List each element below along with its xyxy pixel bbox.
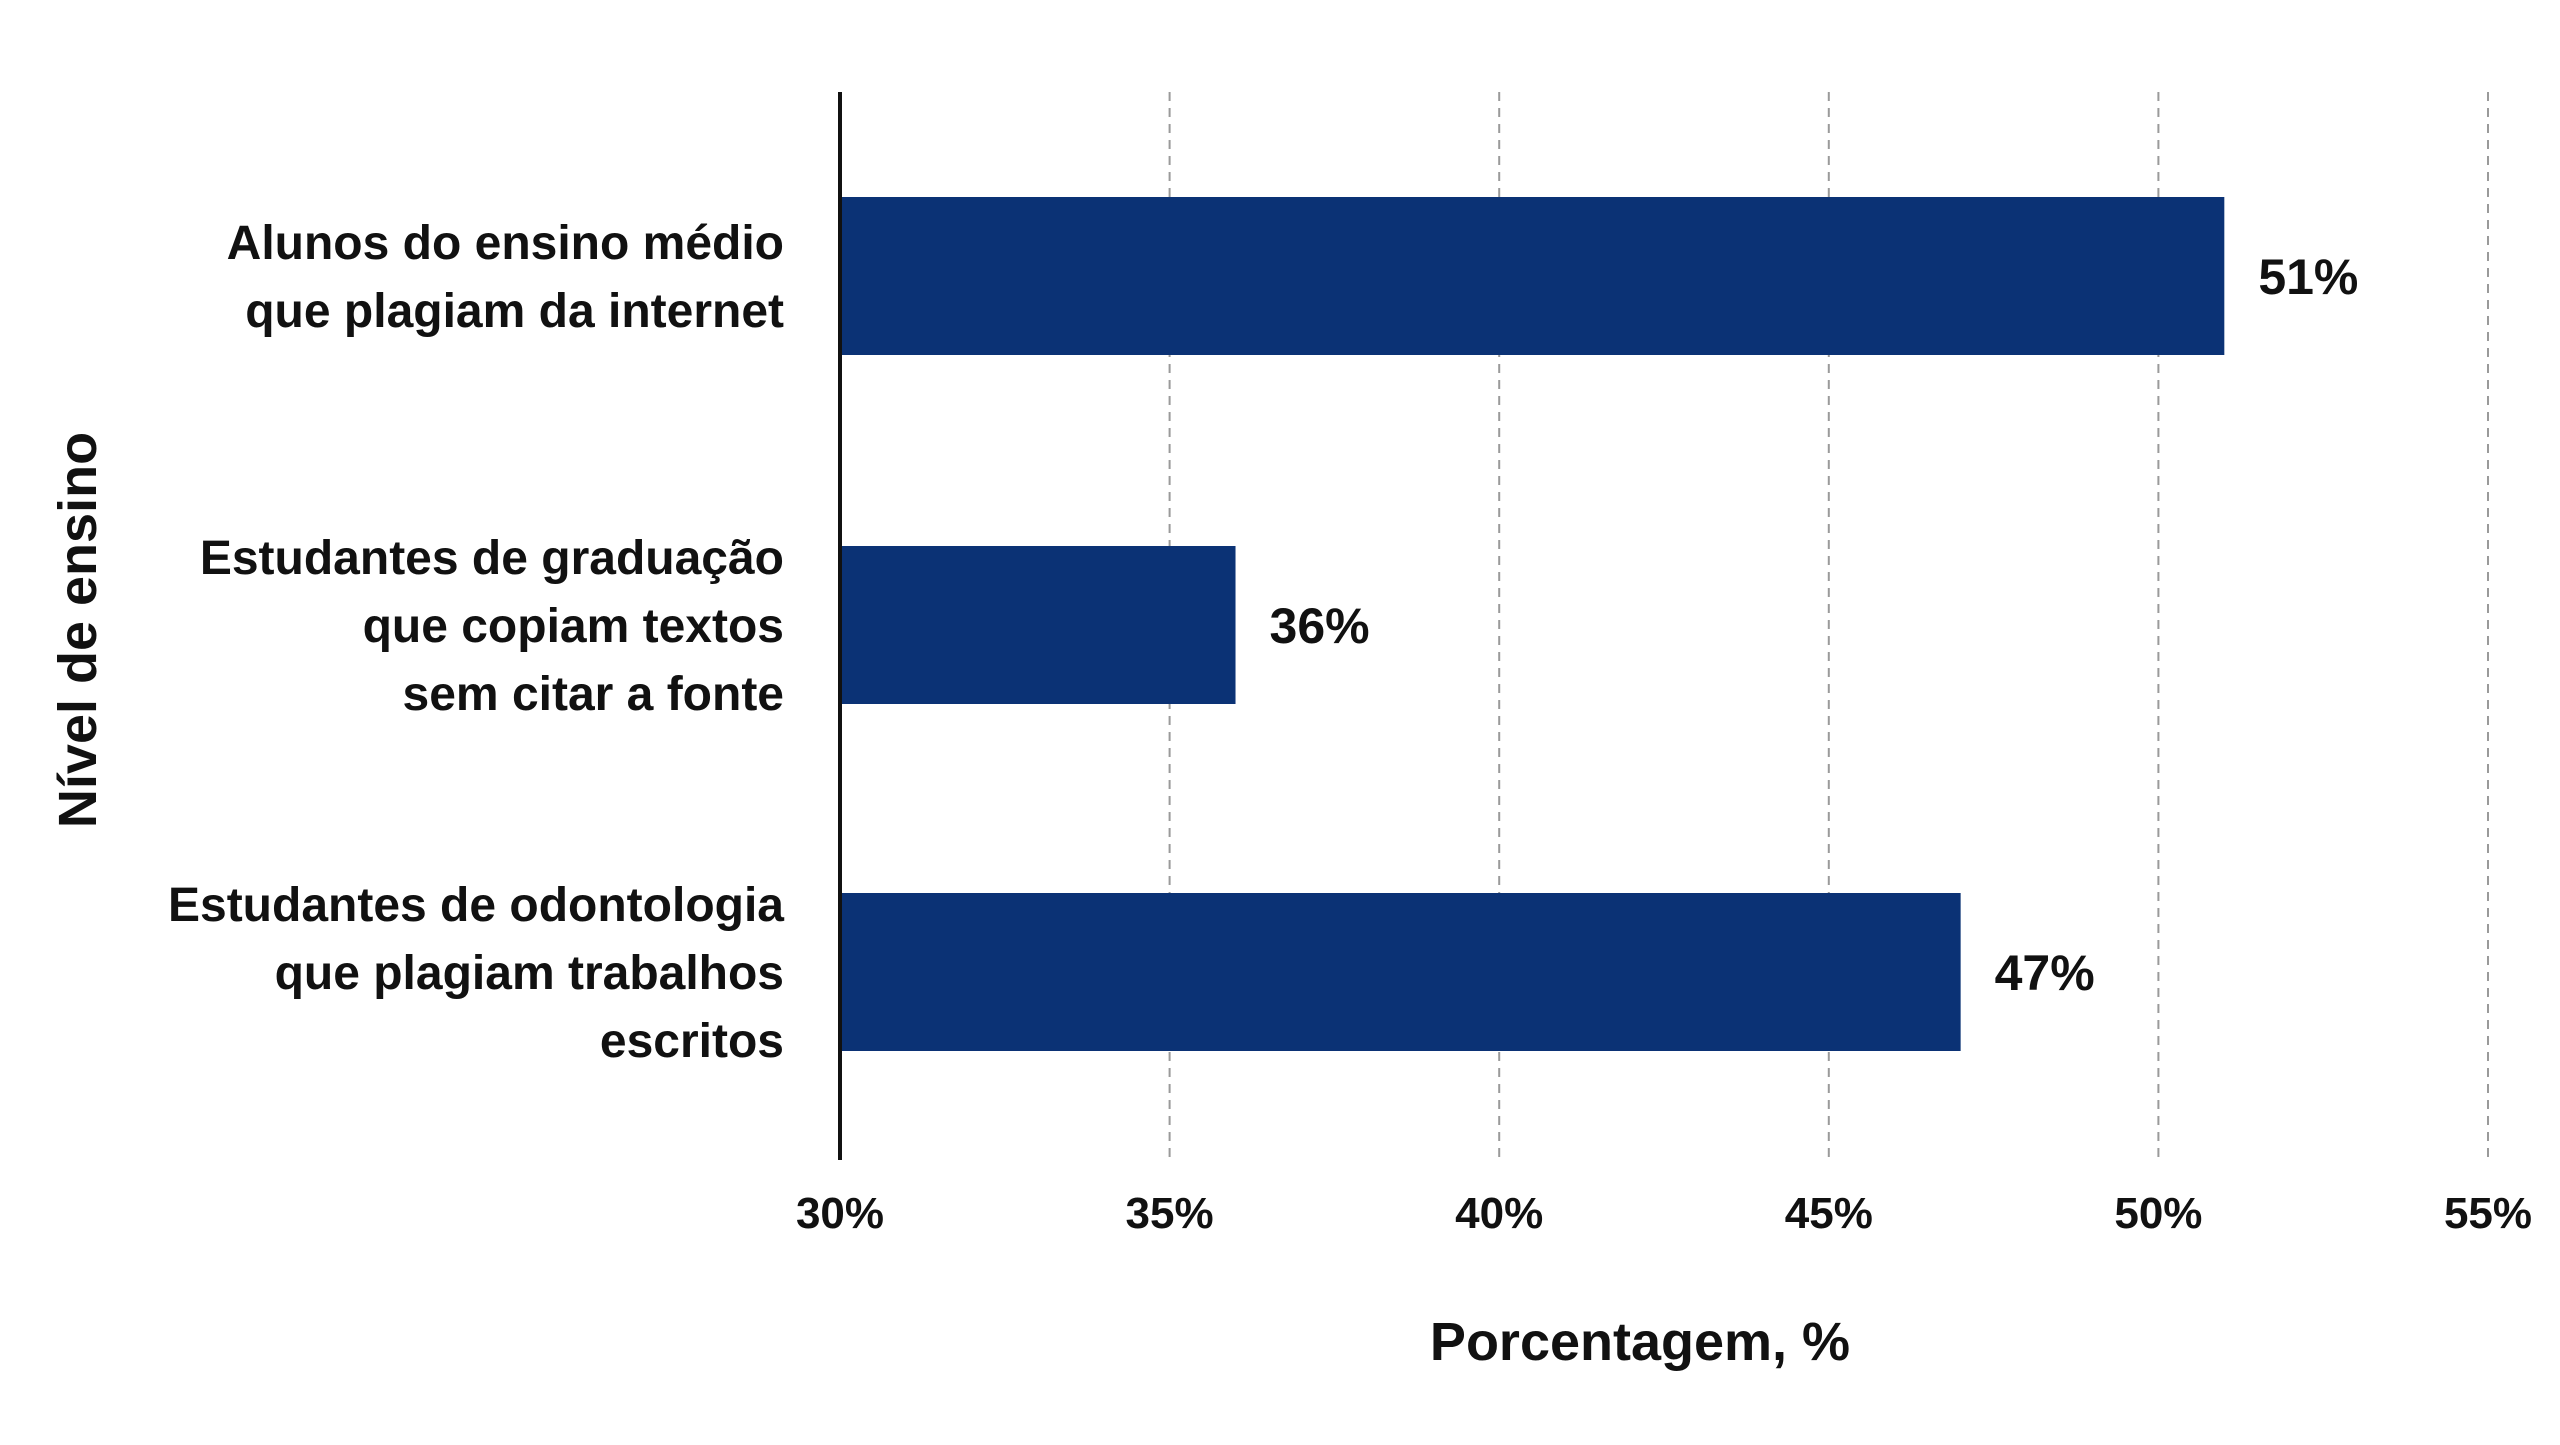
value-label-1: 51% xyxy=(2258,249,2358,305)
bars xyxy=(842,197,2225,1051)
category-label-3-line-2: que plagiam trabalhos xyxy=(275,947,784,1000)
category-label-2-line-2: que copiam textos xyxy=(363,600,784,653)
category-label-2-line-1: Estudantes de graduação xyxy=(200,532,784,585)
x-tick-label-55: 55% xyxy=(2444,1189,2532,1238)
category-label-1-line-1: Alunos do ensino médio xyxy=(227,217,784,270)
category-label-1-line-2: que plagiam da internet xyxy=(245,285,784,338)
value-labels: 51% 36% 47% xyxy=(1270,249,2359,1001)
x-tick-label-45: 45% xyxy=(1785,1189,1873,1238)
category-label-3-line-3: escritos xyxy=(600,1015,784,1068)
x-tick-label-50: 50% xyxy=(2114,1189,2202,1238)
y-axis-title: Nível de ensino xyxy=(48,432,108,828)
bar-3 xyxy=(842,893,1961,1051)
category-label-3-line-1: Estudantes de odontologia xyxy=(168,879,784,932)
x-axis-title: Porcentagem, % xyxy=(1430,1312,1850,1372)
value-label-3: 47% xyxy=(1995,945,2095,1001)
bar-2 xyxy=(842,546,1236,704)
category-labels: Alunos do ensino médio que plagiam da int… xyxy=(168,217,784,1068)
bar-1 xyxy=(842,197,2225,355)
x-tick-label-35: 35% xyxy=(1126,1189,1214,1238)
x-tick-label-30: 30% xyxy=(796,1189,884,1238)
category-label-2-line-3: sem citar a fonte xyxy=(403,668,784,721)
value-label-2: 36% xyxy=(1270,598,1370,654)
x-tick-label-40: 40% xyxy=(1455,1189,1543,1238)
x-tick-labels: 30% 35% 40% 45% 50% 55% xyxy=(796,1189,2532,1238)
